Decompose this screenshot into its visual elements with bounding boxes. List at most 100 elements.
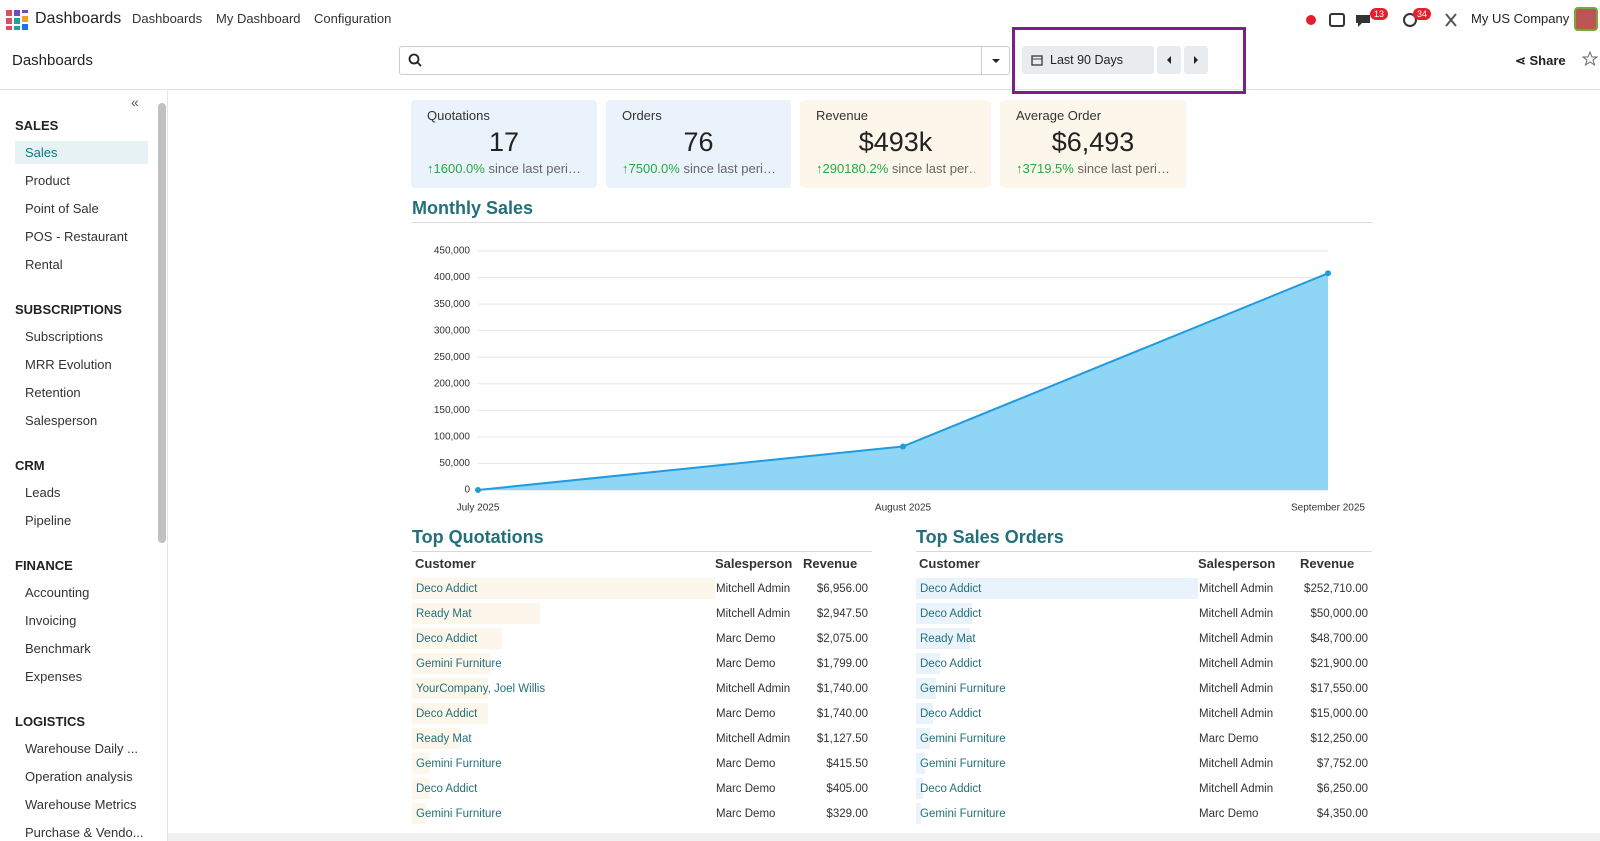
customer-name[interactable]: Ready Mat — [917, 633, 976, 645]
table-row[interactable]: Deco AddictMarc Demo$2,075.00 — [412, 626, 872, 651]
customer-cell: Ready Mat — [412, 726, 715, 751]
sidebar-item[interactable]: POS - Restaurant — [15, 225, 148, 248]
customer-name[interactable]: YourCompany, Joel Willis — [413, 683, 545, 695]
sidebar-item[interactable]: Leads — [15, 481, 148, 504]
data-point[interactable] — [900, 443, 906, 449]
customer-cell: Ready Mat — [412, 601, 715, 626]
customer-name[interactable]: Deco Addict — [917, 708, 981, 720]
search-toggle[interactable] — [981, 47, 1009, 74]
area-fill — [478, 273, 1328, 490]
customer-name[interactable]: Deco Addict — [917, 658, 981, 670]
favorite-star[interactable] — [1582, 51, 1598, 67]
kpi-card[interactable]: Average Order$6,493↑3719.5% since last p… — [1000, 100, 1186, 188]
table-row[interactable]: YourCompany, Joel WillisMitchell Admin$1… — [412, 676, 872, 701]
kpi-card[interactable]: Quotations17↑1600.0% since last peri… — [411, 100, 597, 188]
table-row[interactable]: Deco AddictMitchell Admin$6,250.00 — [916, 776, 1372, 801]
search-icon — [408, 53, 422, 67]
section-title: CRM — [15, 458, 148, 473]
sidebar-item[interactable]: Accounting — [15, 581, 148, 604]
activity-badge[interactable]: 34 — [1413, 8, 1431, 20]
table-row[interactable]: Deco AddictMitchell Admin$6,956.00 — [412, 576, 872, 601]
sidebar-item[interactable]: Expenses — [15, 665, 148, 688]
table-row[interactable]: Deco AddictMarc Demo$405.00 — [412, 776, 872, 801]
sidebar-item[interactable]: Point of Sale — [15, 197, 148, 220]
y-tick-label: 250,000 — [434, 352, 471, 363]
sidebar-item[interactable]: MRR Evolution — [15, 353, 148, 376]
customer-name[interactable]: Deco Addict — [917, 608, 981, 620]
customer-name[interactable]: Gemini Furniture — [917, 758, 1006, 770]
table-row[interactable]: Deco AddictMitchell Admin$50,000.00 — [916, 601, 1372, 626]
table-row[interactable]: Gemini FurnitureMarc Demo$415.50 — [412, 751, 872, 776]
customer-name[interactable]: Gemini Furniture — [917, 733, 1006, 745]
sidebar-item[interactable]: Benchmark — [15, 637, 148, 660]
sidebar-item[interactable]: Subscriptions — [15, 325, 148, 348]
menu-item[interactable]: Dashboards — [132, 11, 202, 26]
customer-name[interactable]: Gemini Furniture — [413, 658, 502, 670]
sidebar-item[interactable]: Pipeline — [15, 509, 148, 532]
sidebar: « SALESSalesProductPoint of SalePOS - Re… — [0, 91, 168, 841]
customer-name[interactable]: Deco Addict — [917, 583, 981, 595]
data-point[interactable] — [475, 487, 481, 493]
customer-name[interactable]: Ready Mat — [413, 733, 472, 745]
customer-name[interactable]: Deco Addict — [917, 783, 981, 795]
customer-name[interactable]: Deco Addict — [413, 783, 477, 795]
menu-item[interactable]: Configuration — [314, 11, 391, 26]
salesperson-cell: Marc Demo — [715, 801, 803, 826]
sidebar-item[interactable]: Operation analysis — [15, 765, 148, 788]
customer-name[interactable]: Gemini Furniture — [917, 808, 1006, 820]
menu-item[interactable]: My Dashboard — [216, 11, 301, 26]
customer-cell: Deco Addict — [412, 626, 715, 651]
kpi-card[interactable]: Revenue$493k↑290180.2% since last per… — [800, 100, 991, 188]
table-row[interactable]: Deco AddictMarc Demo$1,740.00 — [412, 701, 872, 726]
sidebar-item[interactable]: Warehouse Daily ... — [15, 737, 148, 760]
data-point[interactable] — [1325, 270, 1331, 276]
y-tick-label: 100,000 — [434, 432, 471, 443]
customer-cell: Gemini Furniture — [916, 676, 1198, 701]
message-badge[interactable]: 13 — [1370, 8, 1388, 20]
customer-name[interactable]: Deco Addict — [413, 583, 477, 595]
company-name[interactable]: My US Company — [1471, 11, 1569, 26]
table-row[interactable]: Gemini FurnitureMitchell Admin$7,752.00 — [916, 751, 1372, 776]
kpi-card[interactable]: Orders76↑7500.0% since last peri… — [606, 100, 791, 188]
prev-period[interactable] — [1157, 46, 1181, 74]
search-box[interactable] — [399, 46, 1010, 75]
sidebar-item[interactable]: Purchase & Vendo... — [15, 821, 148, 841]
table-row[interactable]: Gemini FurnitureMitchell Admin$17,550.00 — [916, 676, 1372, 701]
table-row[interactable]: Ready MatMitchell Admin$1,127.50 — [412, 726, 872, 751]
revenue-cell: $4,350.00 — [1300, 801, 1372, 826]
sidebar-item[interactable]: Rental — [15, 253, 148, 276]
next-period[interactable] — [1184, 46, 1208, 74]
avatar[interactable] — [1574, 7, 1598, 31]
customer-name[interactable]: Gemini Furniture — [917, 683, 1006, 695]
customer-name[interactable]: Gemini Furniture — [413, 758, 502, 770]
y-tick-label: 200,000 — [434, 378, 471, 389]
customer-cell: Deco Addict — [412, 701, 715, 726]
app-name[interactable]: Dashboards — [35, 10, 121, 28]
table-row[interactable]: Gemini FurnitureMarc Demo$329.00 — [412, 801, 872, 826]
table-row[interactable]: Ready MatMitchell Admin$2,947.50 — [412, 601, 872, 626]
date-filter[interactable]: Last 90 Days — [1022, 46, 1154, 74]
table-row[interactable]: Gemini FurnitureMarc Demo$4,350.00 — [916, 801, 1372, 826]
sidebar-item[interactable]: Retention — [15, 381, 148, 404]
sidebar-item[interactable]: Invoicing — [15, 609, 148, 632]
table-row[interactable]: Gemini FurnitureMarc Demo$1,799.00 — [412, 651, 872, 676]
x-tick-label: August 2025 — [875, 503, 932, 514]
sidebar-item[interactable]: Sales — [15, 141, 148, 164]
chart: 050,000100,000150,000200,000250,000300,0… — [412, 232, 1372, 524]
customer-cell: Deco Addict — [916, 576, 1198, 601]
table-row[interactable]: Ready MatMitchell Admin$48,700.00 — [916, 626, 1372, 651]
table-row[interactable]: Deco AddictMitchell Admin$21,900.00 — [916, 651, 1372, 676]
customer-name[interactable]: Deco Addict — [413, 633, 477, 645]
table-row[interactable]: Deco AddictMitchell Admin$15,000.00 — [916, 701, 1372, 726]
kpi-note: since last per… — [892, 161, 975, 176]
customer-name[interactable]: Ready Mat — [413, 608, 472, 620]
sidebar-item[interactable]: Salesperson — [15, 409, 148, 432]
kpi-change: ↑290180.2% since last per… — [816, 161, 975, 176]
share-button[interactable]: ⋖ Share — [1515, 53, 1566, 69]
sidebar-item[interactable]: Product — [15, 169, 148, 192]
customer-name[interactable]: Gemini Furniture — [413, 808, 502, 820]
table-row[interactable]: Deco AddictMitchell Admin$252,710.00 — [916, 576, 1372, 601]
table-row[interactable]: Gemini FurnitureMarc Demo$12,250.00 — [916, 726, 1372, 751]
sidebar-item[interactable]: Warehouse Metrics — [15, 793, 148, 816]
customer-name[interactable]: Deco Addict — [413, 708, 477, 720]
